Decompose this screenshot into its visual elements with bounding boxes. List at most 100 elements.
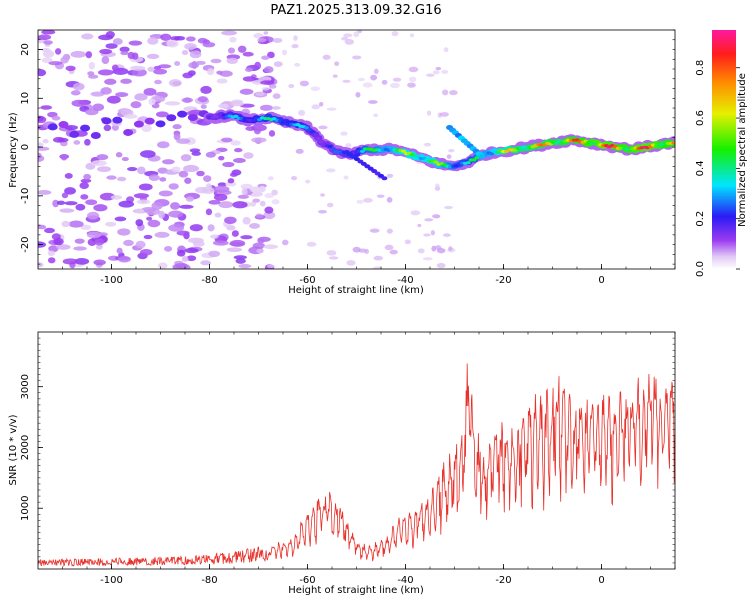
ridge-core [309, 130, 315, 134]
noise-blob [213, 185, 230, 193]
x-tick-label: -100 [100, 275, 123, 286]
snr-y-ticks: 1000 2000 3000 [20, 337, 675, 564]
ridge-core [465, 161, 471, 165]
noise-blob [373, 255, 384, 261]
noise-blob [432, 70, 440, 75]
noise-blob [261, 55, 270, 60]
noise-blob [70, 90, 81, 96]
noise-blob [80, 178, 92, 183]
noise-blob [258, 185, 266, 193]
noise-blob [105, 43, 118, 49]
colorbar-tick-label: 0.8 [695, 60, 706, 76]
spectrogram-x-ticks: -100 -80 -60 -40 -20 0 [62, 264, 676, 286]
noise-blob [222, 161, 235, 168]
noise-blob [54, 48, 62, 55]
noise-blob [48, 61, 63, 66]
y-tick-label: 0 [20, 144, 31, 150]
band-blob [47, 123, 58, 131]
noise-blob [356, 199, 364, 204]
noise-blob [53, 237, 64, 246]
noise-blob [271, 106, 281, 110]
noise-blob [114, 216, 127, 222]
noise-blob [85, 199, 98, 206]
noise-blob [217, 182, 227, 187]
noise-blob [88, 61, 96, 70]
noise-blob [216, 78, 228, 84]
y-tick-label: 2000 [20, 435, 31, 460]
noise-blob [281, 239, 289, 246]
noise-blob [130, 101, 142, 109]
noise-blob [112, 38, 123, 45]
ridge-core [433, 160, 439, 164]
noise-blob [182, 72, 194, 79]
noise-blob [219, 70, 233, 77]
noise-blob [174, 35, 186, 41]
noise-blob [298, 109, 306, 116]
noise-blob [235, 258, 246, 264]
noise-blob [192, 240, 205, 247]
noise-blob [134, 208, 145, 214]
y-tick-label: 1000 [20, 496, 31, 521]
noise-blob [157, 262, 168, 269]
noise-blob [135, 219, 144, 227]
colorbar-tick-label: 0.0 [695, 261, 706, 277]
noise-blob [243, 152, 254, 159]
noise-blob [352, 246, 361, 253]
noise-blob [231, 230, 239, 237]
x-tick-label: 0 [598, 275, 604, 286]
noise-blob [186, 36, 196, 42]
band-blob [69, 130, 80, 138]
noise-blob [162, 159, 175, 165]
noise-blob [51, 115, 61, 121]
noise-blob [115, 92, 129, 98]
noise-blob [64, 125, 78, 131]
noise-blob [430, 230, 435, 236]
noise-blob [226, 57, 239, 65]
colorbar-tick-label: 0.6 [695, 110, 706, 126]
noise-blob [183, 164, 200, 173]
noise-blob [176, 249, 186, 257]
noise-blob [404, 239, 412, 245]
noise-blob [255, 92, 265, 97]
noise-blob [200, 85, 212, 94]
noise-blob [116, 176, 127, 182]
noise-blob [318, 210, 328, 214]
noise-blob [306, 241, 317, 247]
noise-blob [229, 239, 246, 247]
ridge-core [327, 144, 333, 149]
noise-blob [288, 83, 295, 89]
noise-blob [116, 247, 123, 254]
noise-blob [200, 260, 212, 266]
noise-blob [168, 224, 185, 232]
noise-blob [434, 186, 441, 191]
noise-blob [155, 111, 169, 118]
noise-blob [87, 71, 95, 76]
noise-blob [318, 125, 328, 130]
noise-blob [148, 98, 156, 106]
noise-blob [230, 101, 244, 107]
noise-blob [263, 31, 269, 35]
noise-blob [370, 74, 378, 81]
noise-blob [417, 248, 425, 254]
noise-blob [38, 190, 52, 195]
noise-blob [110, 195, 123, 200]
noise-blob [154, 79, 162, 85]
noise-blob [38, 262, 44, 268]
noise-blob [47, 250, 55, 257]
noise-blob [85, 51, 93, 59]
noise-blob [332, 74, 338, 78]
y-tick-label: -20 [20, 236, 31, 252]
noise-blob [207, 224, 215, 232]
noise-blob [384, 244, 394, 251]
noise-blob [176, 138, 191, 144]
y-tick-label: 10 [20, 92, 31, 105]
noise-blob [263, 211, 276, 220]
noise-blob [143, 234, 153, 240]
band-blob [177, 110, 188, 118]
noise-blob [80, 194, 89, 200]
noise-blob [386, 197, 393, 203]
noise-blob [260, 80, 275, 85]
noise-blob [408, 76, 417, 83]
spectrogram-x-label: Height of straight line (km) [288, 285, 424, 296]
